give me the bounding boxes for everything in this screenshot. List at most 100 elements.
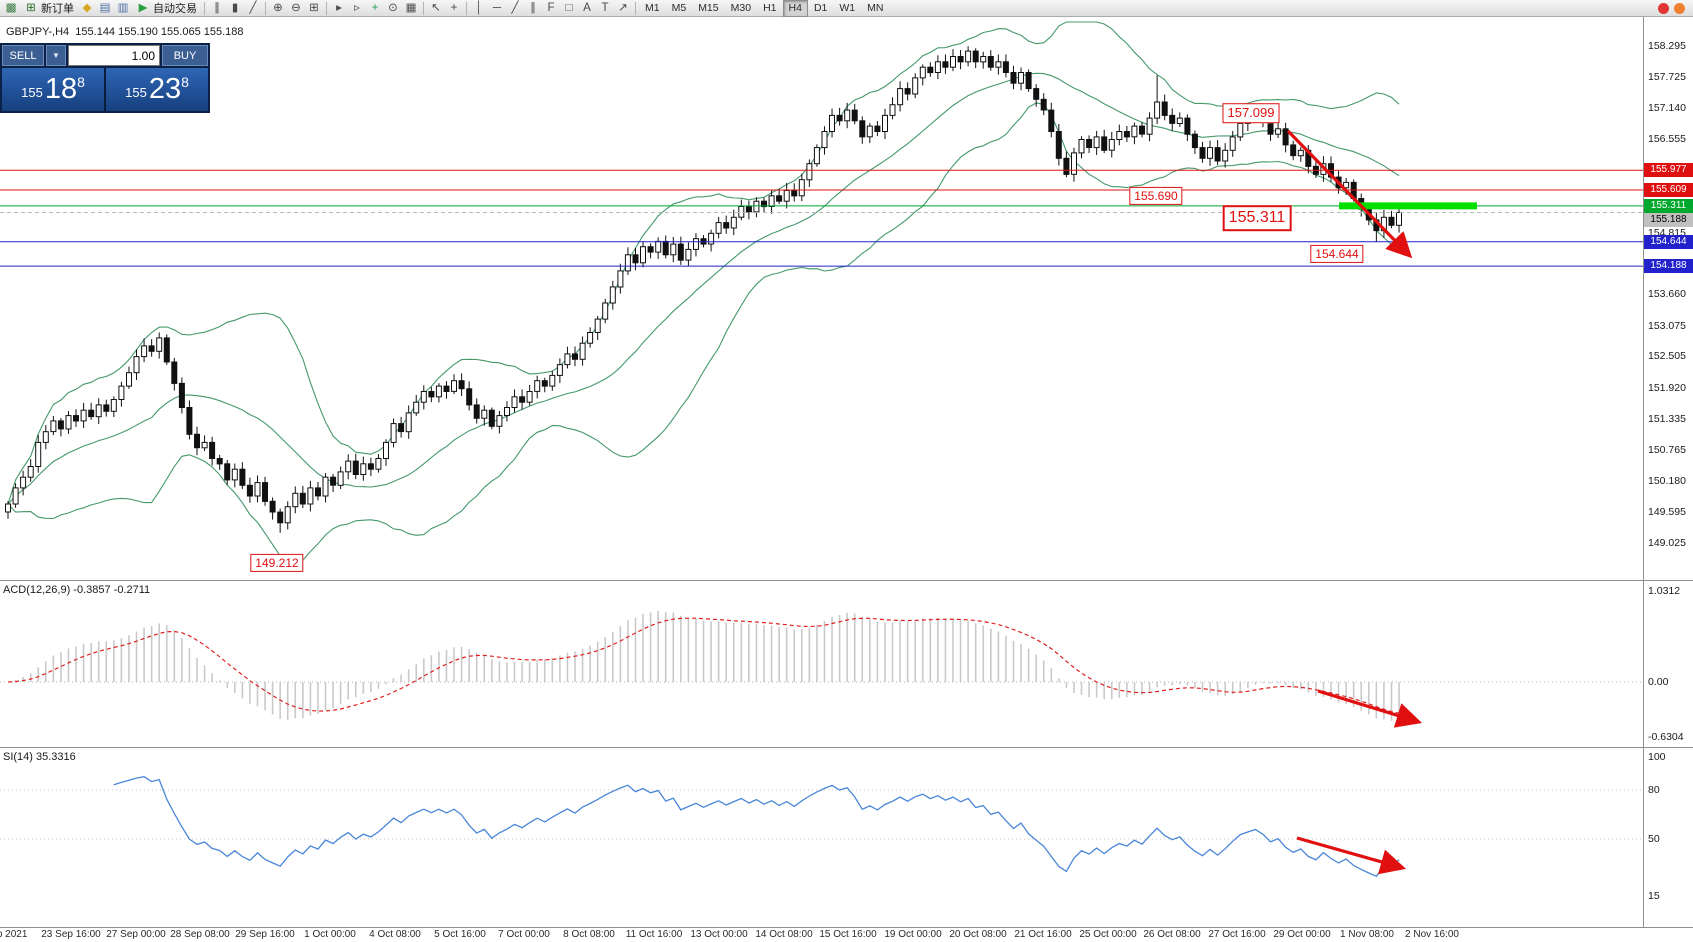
sell-button[interactable]: SELL: [2, 45, 44, 66]
rsi-downtrend-arrow[interactable]: [1296, 836, 1407, 875]
crosshair-icon[interactable]: +: [450, 1, 458, 14]
periods-icon[interactable]: ⊙: [388, 1, 398, 14]
channel-icon[interactable]: ∥: [530, 1, 536, 14]
timeframe-w1[interactable]: W1: [839, 1, 856, 14]
news-icon[interactable]: [1674, 3, 1685, 14]
time-axis-label: 28 Sep 08:00: [170, 929, 230, 940]
macd-signal-line: [7, 617, 1400, 714]
bar-chart-icon[interactable]: ∥: [214, 1, 220, 14]
downtrend-arrow[interactable]: [1286, 129, 1413, 259]
shapes-icon[interactable]: □: [565, 1, 573, 14]
autotrading-button-label: 自动交易: [153, 3, 197, 15]
zoom-in-icon[interactable]: ⊕: [273, 1, 283, 14]
rsi-axis-label: 100: [1648, 751, 1666, 763]
trendline-icon[interactable]: ╱: [511, 1, 519, 14]
toolbar-separator: [326, 1, 327, 15]
time-axis-label: 15 Oct 16:00: [819, 929, 877, 940]
indicators-icon[interactable]: +: [371, 1, 379, 14]
bid-prefix: 155: [21, 85, 43, 100]
timeframe-h1[interactable]: H1: [763, 1, 777, 14]
bid-price[interactable]: 155 18 8: [2, 68, 104, 111]
new-order-button[interactable]: ⊞ 新订单: [20, 1, 78, 16]
timeframe-h4[interactable]: H4: [782, 0, 808, 17]
cursor-icon[interactable]: ↖: [431, 1, 441, 14]
text-icon[interactable]: A: [583, 1, 591, 14]
rsi-level-lines: [0, 789, 1643, 840]
volume-dropdown[interactable]: ▼: [46, 45, 66, 66]
autotrading-button[interactable]: ▶ 自动交易: [132, 1, 201, 16]
timeframe-m1[interactable]: M1: [645, 1, 660, 14]
templates-icon[interactable]: ▦: [405, 1, 417, 14]
timeframe-m15[interactable]: M15: [698, 1, 719, 14]
line-chart-icon[interactable]: ╱: [249, 1, 257, 14]
toolbar-separator: [204, 1, 205, 15]
volume-input[interactable]: [68, 45, 160, 66]
label-icon[interactable]: T: [601, 1, 609, 14]
time-axis-label: 11 Oct 16:00: [625, 929, 683, 940]
time-axis-label: 4 Oct 08:00: [369, 929, 421, 940]
time-axis-label: 26 Oct 08:00: [1143, 929, 1201, 940]
metaeditor-icon[interactable]: ◆: [82, 1, 92, 14]
candlestick-chart-icon[interactable]: ▮: [231, 1, 239, 14]
price-annotation-157.099[interactable]: 157.099: [1222, 103, 1280, 123]
time-axis-label: 27 Oct 16:00: [1208, 929, 1266, 940]
time-axis-label: 27 Sep 00:00: [106, 929, 166, 940]
time-axis-label: 1 Nov 08:00: [1340, 929, 1394, 940]
ask-big-digits: 23: [148, 73, 182, 105]
timeframe-m30[interactable]: M30: [730, 1, 752, 14]
chevron-down-icon: ▼: [52, 51, 60, 60]
ask-price[interactable]: 155 23 8: [106, 68, 208, 111]
time-axis-label: 23 Sep 16:00: [41, 929, 101, 940]
price-tag-155.188: 155.188: [1644, 213, 1693, 227]
market-watch-icon[interactable]: ▤: [99, 1, 111, 14]
timeframe-mn[interactable]: MN: [867, 1, 884, 14]
time-axis-label: 2 Nov 16:00: [1405, 929, 1459, 940]
price-annotation-155.311[interactable]: 155.311: [1222, 205, 1292, 231]
macd-axis-label: 1.0312: [1648, 585, 1681, 597]
horizontal-line-icon[interactable]: ─: [492, 1, 502, 14]
price-axis-label: 151.920: [1648, 382, 1686, 394]
ask-pip-digit: 8: [181, 73, 189, 90]
ask-prefix: 155: [125, 85, 147, 100]
autotrading-icon: ▶: [138, 1, 148, 14]
price-axis-label: 157.725: [1648, 71, 1686, 83]
community-icon[interactable]: [1658, 3, 1669, 14]
one-click-trading-panel: SELL ▼ BUY 155 18 8 155 23 8: [0, 43, 210, 113]
macd-downtrend-arrow[interactable]: [1317, 689, 1423, 728]
horizontal-level-lines[interactable]: [0, 169, 1643, 267]
new-chart-icon[interactable]: ▩: [5, 1, 17, 14]
price-axis-label: 157.140: [1648, 102, 1686, 114]
timeframe-d1[interactable]: D1: [813, 1, 828, 14]
arrow-tools-icon[interactable]: ↗: [618, 1, 628, 14]
chart-shift-icon[interactable]: ▹: [354, 1, 360, 14]
price-axis-label: 153.660: [1648, 288, 1686, 300]
time-axis-label: 29 Sep 16:00: [235, 929, 295, 940]
fibonacci-icon[interactable]: F: [547, 1, 555, 14]
time-axis-separator: [0, 927, 1693, 928]
price-axis-separator: [1643, 17, 1644, 927]
price-annotation-155.690[interactable]: 155.690: [1129, 186, 1183, 206]
auto-scroll-icon[interactable]: ▸: [336, 1, 342, 14]
macd-label: ACD(12,26,9) -0.3857 -0.2711: [3, 584, 151, 596]
symbol-ohlc-line: GBPJPY-,H4 155.144 155.190 155.065 155.1…: [6, 26, 244, 38]
price-tag-154.644: 154.644: [1644, 235, 1693, 249]
price-annotation-149.212[interactable]: 149.212: [250, 553, 304, 573]
zoom-out-icon[interactable]: ⊖: [291, 1, 301, 14]
rsi-line: [113, 776, 1400, 878]
toolbar-separator: [466, 1, 467, 15]
macd-panel-separator[interactable]: [0, 580, 1693, 581]
data-window-icon[interactable]: ▥: [117, 1, 129, 14]
bid-pip-digit: 8: [77, 73, 85, 90]
rsi-panel-separator[interactable]: [0, 747, 1693, 748]
bollinger-bands: [7, 21, 1400, 562]
price-annotation-154.644[interactable]: 154.644: [1310, 244, 1364, 264]
rsi-label: SI(14) 35.3316: [3, 751, 76, 763]
tile-windows-icon[interactable]: ⊞: [309, 1, 319, 14]
price-axis-label: 150.765: [1648, 444, 1686, 456]
macd-axis-label: 0.00: [1648, 676, 1669, 688]
buy-button[interactable]: BUY: [162, 45, 208, 66]
vertical-line-icon[interactable]: │: [475, 1, 483, 14]
timeframe-m5[interactable]: M5: [671, 1, 687, 14]
